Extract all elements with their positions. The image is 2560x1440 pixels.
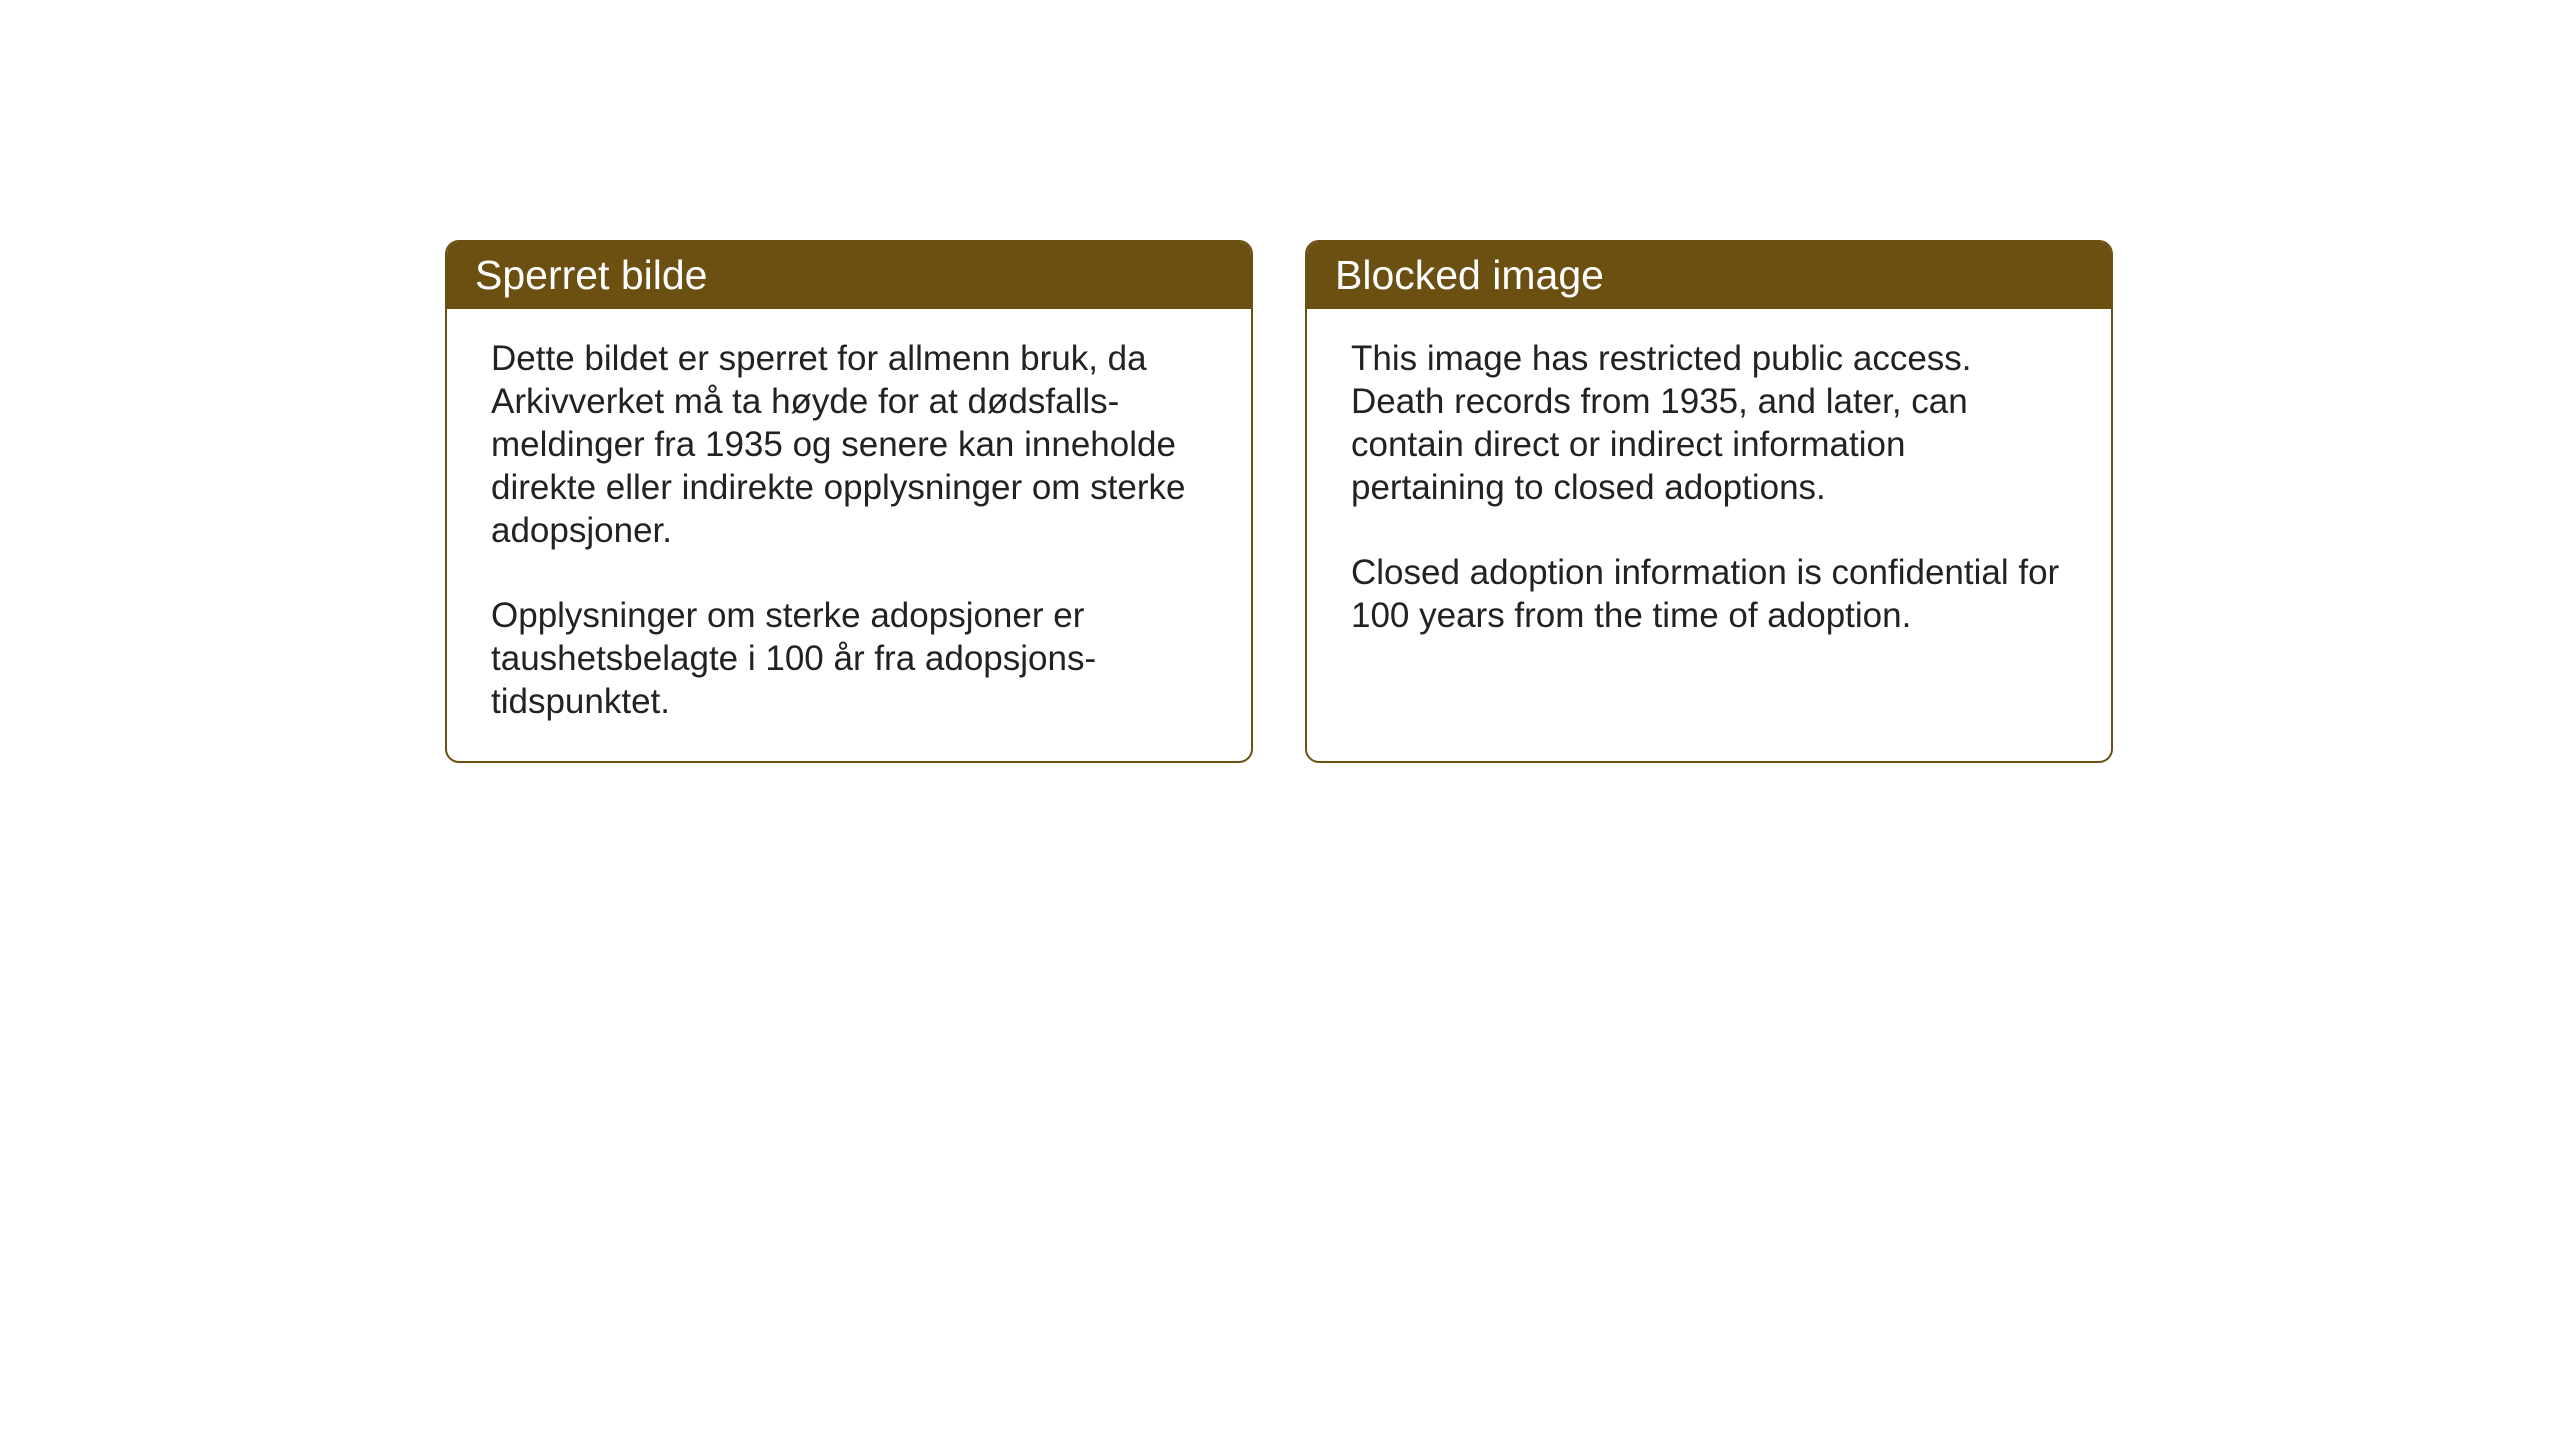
card-body-english: This image has restricted public access.… (1307, 309, 2111, 675)
cards-container: Sperret bilde Dette bildet er sperret fo… (445, 240, 2113, 763)
card-paragraph-1-english: This image has restricted public access.… (1351, 337, 2067, 509)
card-paragraph-1-norwegian: Dette bildet er sperret for allmenn bruk… (491, 337, 1207, 552)
card-header-english: Blocked image (1307, 242, 2111, 309)
card-title-norwegian: Sperret bilde (475, 252, 707, 298)
card-body-norwegian: Dette bildet er sperret for allmenn bruk… (447, 309, 1251, 761)
card-paragraph-2-norwegian: Opplysninger om sterke adopsjoner er tau… (491, 594, 1207, 723)
card-english: Blocked image This image has restricted … (1305, 240, 2113, 763)
card-header-norwegian: Sperret bilde (447, 242, 1251, 309)
card-title-english: Blocked image (1335, 252, 1604, 298)
card-norwegian: Sperret bilde Dette bildet er sperret fo… (445, 240, 1253, 763)
card-paragraph-2-english: Closed adoption information is confident… (1351, 551, 2067, 637)
